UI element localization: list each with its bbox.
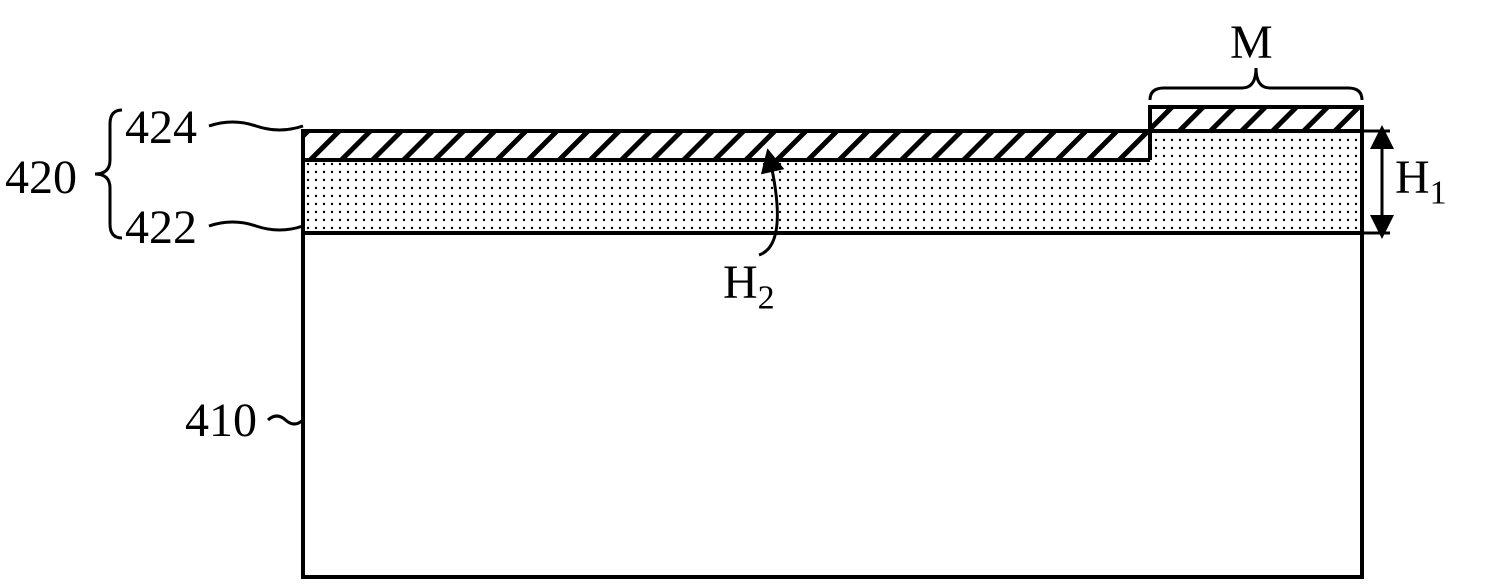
label-420-text: 420 (5, 151, 77, 204)
label-424: 424 (125, 100, 197, 155)
label-M-text: M (1230, 16, 1273, 69)
label-H2-sub: 2 (758, 280, 775, 317)
label-422: 422 (125, 200, 197, 255)
label-M: M (1230, 15, 1273, 70)
label-H1-text: H (1395, 151, 1430, 204)
label-H1: H1 (1395, 150, 1447, 213)
label-410: 410 (185, 393, 257, 448)
label-410-text: 410 (185, 394, 257, 447)
label-424-text: 424 (125, 101, 197, 154)
label-H2: H2 (723, 255, 775, 318)
label-420: 420 (5, 150, 77, 205)
label-H2-text: H (723, 256, 758, 309)
diagram-canvas: M H1 H2 410 422 424 420 (0, 0, 1485, 584)
label-H1-sub: 1 (1430, 175, 1447, 212)
label-422-text: 422 (125, 201, 197, 254)
